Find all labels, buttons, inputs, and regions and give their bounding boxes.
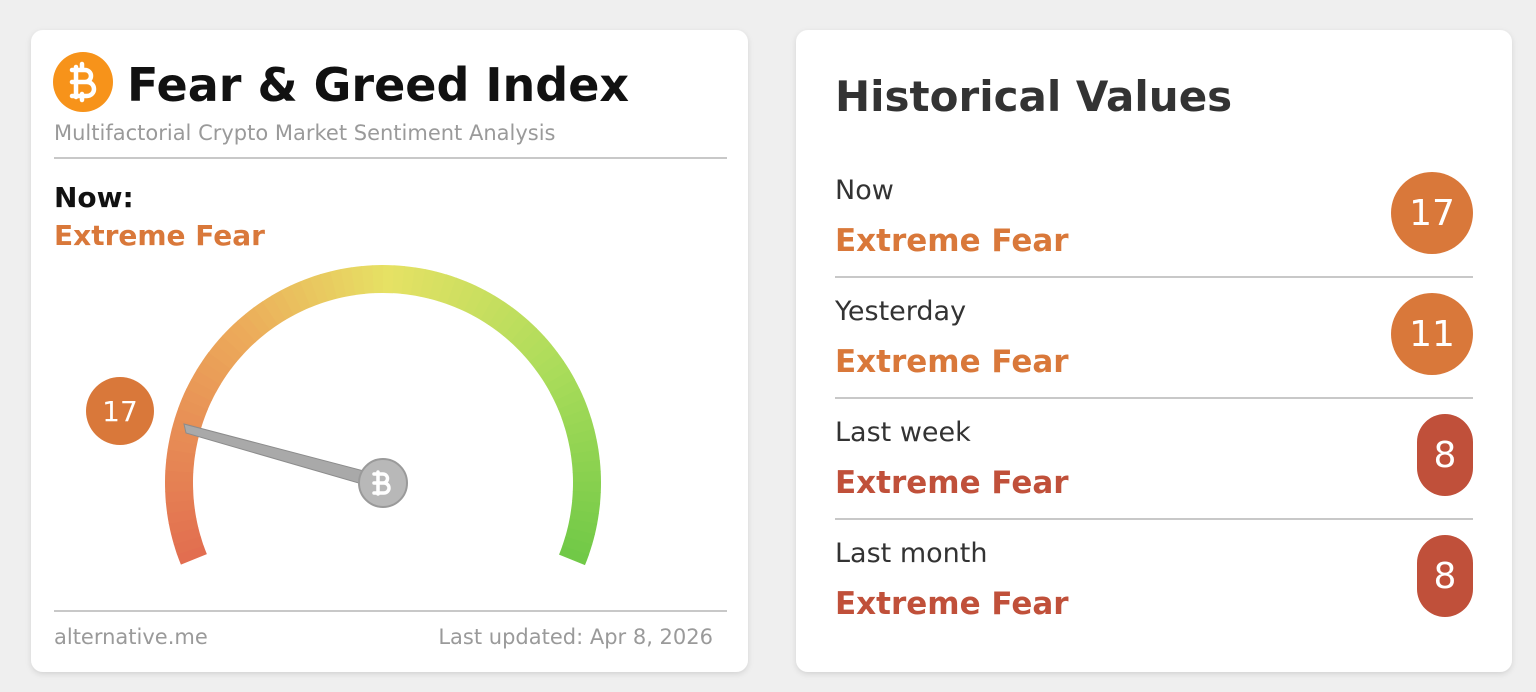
arc-segment bbox=[586, 462, 587, 472]
index-title: Fear & Greed Index bbox=[127, 58, 629, 112]
arc-segment bbox=[413, 281, 423, 283]
bitcoin-logo bbox=[53, 52, 113, 112]
arc-segment bbox=[363, 279, 373, 280]
arc-segment bbox=[496, 313, 505, 319]
row-value: 11 bbox=[1409, 314, 1455, 355]
row-classification: Extreme Fear bbox=[835, 465, 1069, 501]
arc-segment bbox=[527, 338, 534, 346]
row-value: 8 bbox=[1434, 435, 1457, 476]
arc-segment bbox=[220, 353, 226, 361]
arc-segment bbox=[572, 550, 576, 560]
arc-segment bbox=[571, 404, 575, 414]
arc-segment bbox=[199, 386, 204, 395]
arc-segment bbox=[239, 331, 247, 338]
arc-segment bbox=[315, 288, 325, 291]
arc-segment bbox=[232, 338, 239, 346]
last-updated: Last updated: Apr 8, 2026 bbox=[438, 625, 713, 649]
arc-segment bbox=[262, 313, 271, 319]
row-label: Last week bbox=[835, 417, 971, 448]
arc-segment bbox=[183, 521, 185, 531]
arc-segment bbox=[287, 298, 296, 303]
arc-segment bbox=[179, 491, 180, 502]
arc-segment bbox=[586, 492, 587, 503]
arc-segment bbox=[279, 303, 288, 308]
arc-segment bbox=[181, 442, 183, 452]
arc-segment bbox=[195, 394, 199, 404]
arc-segment bbox=[442, 288, 452, 291]
arc-segment bbox=[575, 413, 578, 423]
arc-segment bbox=[504, 319, 512, 325]
arc-segment bbox=[567, 395, 571, 405]
arc-segment bbox=[512, 325, 520, 332]
arc-segment bbox=[181, 511, 183, 521]
arc-segment bbox=[581, 521, 583, 531]
row-label: Now bbox=[835, 175, 894, 206]
arc-segment bbox=[488, 308, 497, 314]
arc-segment bbox=[190, 550, 194, 560]
arc-segment bbox=[579, 531, 582, 541]
arc-segment bbox=[558, 377, 563, 386]
source: alternative.me bbox=[54, 625, 208, 649]
row-classification: Extreme Fear bbox=[835, 223, 1069, 259]
now-classification: Extreme Fear bbox=[54, 219, 265, 252]
arc-segment bbox=[204, 377, 209, 386]
now-label: Now: bbox=[54, 181, 134, 214]
arc-segment bbox=[226, 345, 233, 353]
arc-segment bbox=[583, 511, 585, 521]
arc-segment bbox=[451, 291, 461, 295]
arc-segment bbox=[324, 285, 334, 288]
arc-segment bbox=[183, 432, 185, 442]
arc-segment bbox=[353, 280, 363, 281]
index-subtitle: Multifactorial Crypto Market Sentiment A… bbox=[54, 121, 556, 145]
historical-title: Historical Values bbox=[835, 72, 1232, 121]
arc-segment bbox=[585, 502, 586, 512]
arc-segment bbox=[191, 404, 195, 414]
arc-segment bbox=[470, 298, 479, 303]
arc-segment bbox=[403, 280, 413, 281]
arc-segment bbox=[305, 291, 315, 295]
arc-segment bbox=[180, 451, 181, 461]
arc-segment bbox=[296, 294, 306, 298]
arc-segment bbox=[520, 331, 528, 338]
row-label: Yesterday bbox=[834, 296, 966, 327]
arc-segment bbox=[393, 279, 403, 280]
arc-segment bbox=[188, 413, 191, 423]
arc-segment bbox=[247, 325, 255, 332]
arc-segment bbox=[578, 423, 581, 433]
row-classification: Extreme Fear bbox=[835, 344, 1069, 380]
arc-segment bbox=[209, 369, 215, 378]
arc-segment bbox=[423, 283, 433, 285]
row-label: Last month bbox=[835, 538, 987, 569]
arc-segment bbox=[546, 361, 552, 370]
arc-segment bbox=[562, 386, 567, 395]
arc-segment bbox=[461, 294, 471, 298]
arc-segment bbox=[214, 360, 220, 369]
arc-segment bbox=[540, 353, 546, 361]
arc-segment bbox=[179, 461, 180, 471]
arc-segment bbox=[334, 283, 344, 285]
row-value: 17 bbox=[1409, 193, 1455, 234]
arc-segment bbox=[534, 345, 541, 353]
arc-segment bbox=[576, 541, 579, 551]
arc-segment bbox=[185, 531, 188, 541]
arc-segment bbox=[585, 452, 586, 462]
arc-segment bbox=[187, 540, 190, 550]
arc-segment bbox=[552, 369, 558, 378]
arc-segment bbox=[581, 432, 583, 442]
row-value: 8 bbox=[1434, 556, 1457, 597]
arc-segment bbox=[270, 308, 279, 314]
arc-segment bbox=[343, 281, 353, 283]
arc-segment bbox=[254, 319, 262, 325]
index-value: 17 bbox=[102, 395, 138, 428]
arc-segment bbox=[180, 501, 181, 511]
row-classification: Extreme Fear bbox=[835, 586, 1069, 622]
arc-segment bbox=[432, 285, 442, 288]
arc-segment bbox=[583, 442, 585, 452]
arc-segment bbox=[479, 303, 488, 308]
